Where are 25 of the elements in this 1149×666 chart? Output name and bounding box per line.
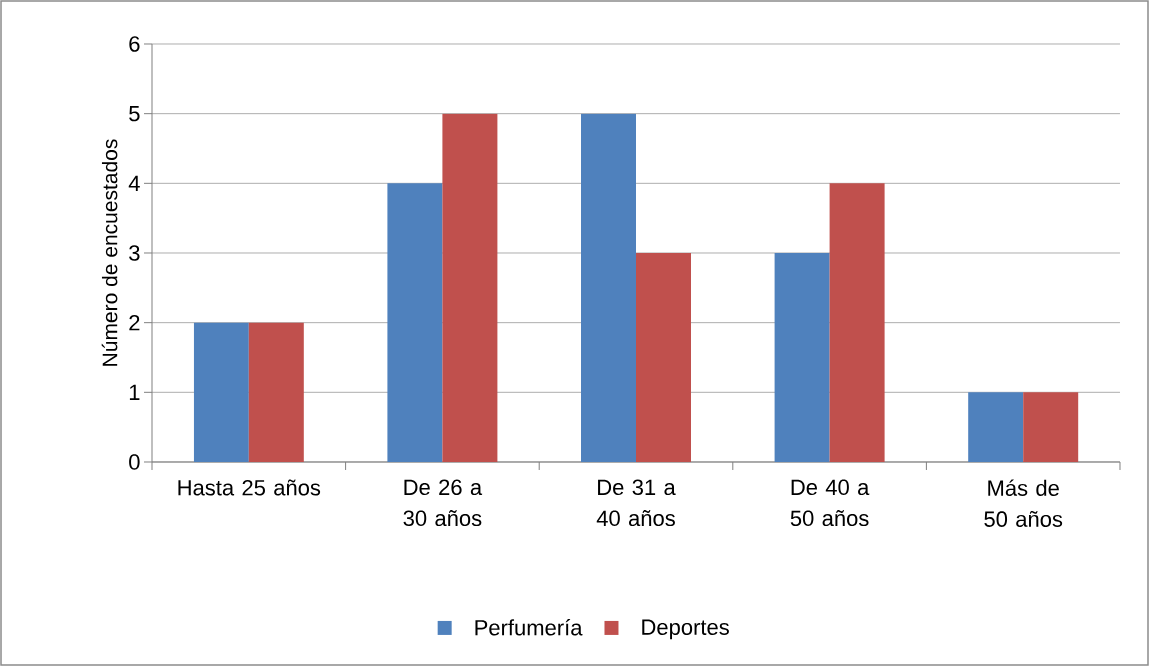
bar xyxy=(193,322,249,462)
bar xyxy=(774,252,830,462)
x-tick-label: De 40 a 50 años xyxy=(790,479,870,527)
y-tick-label: 3 xyxy=(129,245,140,261)
y-tick-label: 1 xyxy=(129,384,140,400)
bar xyxy=(248,322,304,462)
x-tick-label: De 26 a 30 años xyxy=(403,479,483,527)
y-tick-label: 4 xyxy=(128,175,140,191)
legend-label: Perfumería xyxy=(475,619,583,636)
y-tick-label: 0 xyxy=(129,454,140,470)
y-tick-label: 2 xyxy=(129,314,140,331)
x-tick-label: De 31 a 40 años xyxy=(596,479,676,527)
x-tick-label: Hasta 25 años xyxy=(178,479,321,496)
bar xyxy=(968,392,1024,462)
bar xyxy=(387,183,443,462)
x-tick-label: Más de 50 años xyxy=(984,479,1063,527)
bar xyxy=(636,252,691,462)
y-axis-title: Número de encuestados xyxy=(101,139,118,366)
bar xyxy=(581,113,636,462)
bar xyxy=(1023,392,1079,462)
y-tick-label: 6 xyxy=(129,36,140,52)
bar xyxy=(442,113,498,462)
bar xyxy=(829,183,885,462)
legend-label: Deportes xyxy=(642,619,729,640)
y-tick-label: 5 xyxy=(129,105,140,122)
